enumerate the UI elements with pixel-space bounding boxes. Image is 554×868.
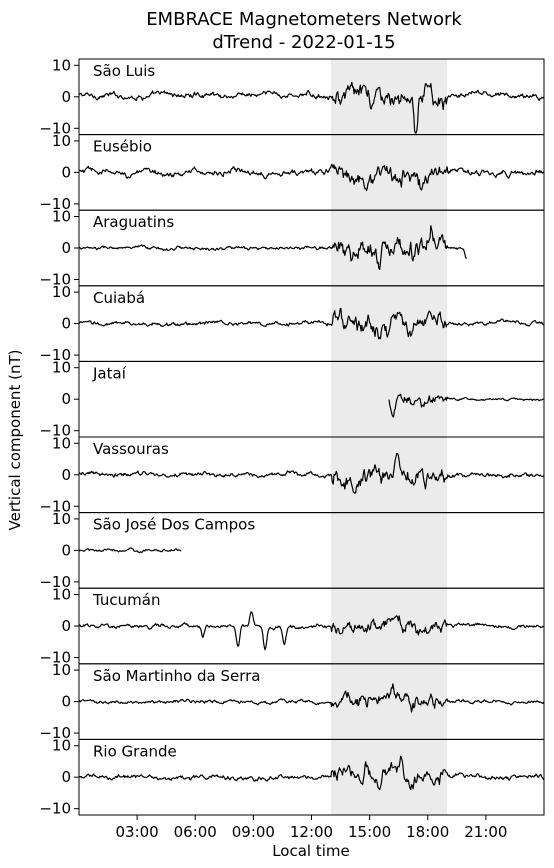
y-tick-label: 10 <box>52 132 71 150</box>
station-label: Vassouras <box>93 440 169 458</box>
y-tick-label: 0 <box>61 163 71 181</box>
y-tick-label: 0 <box>61 768 71 786</box>
y-tick-label: −10 <box>39 346 71 364</box>
y-tick-label: −10 <box>39 422 71 440</box>
y-tick-label: 10 <box>52 56 71 74</box>
series-line <box>78 452 545 494</box>
panel-7: 10 0 −10 São José Dos Campos <box>39 510 545 591</box>
panel-4: 10 0 −10 Cuiabá <box>39 283 545 364</box>
series-line <box>78 307 545 340</box>
station-label: Tucumán <box>92 591 160 609</box>
y-tick-label: 0 <box>61 541 71 559</box>
series-line <box>78 163 545 192</box>
series-line <box>78 755 545 791</box>
series-line <box>78 81 545 134</box>
y-tick-label: 0 <box>61 466 71 484</box>
station-label: São José Dos Campos <box>93 516 255 534</box>
y-tick-label: 10 <box>52 208 71 226</box>
panel-9: 10 0 −10 São Martinho da Serra <box>39 661 545 742</box>
y-tick-label: 0 <box>61 390 71 408</box>
y-tick-label: 10 <box>52 283 71 301</box>
station-label: Cuiabá <box>93 289 145 307</box>
y-tick-label: −10 <box>39 119 71 137</box>
y-tick-label: 0 <box>61 239 71 257</box>
x-tick-label: 12:00 <box>290 823 333 841</box>
panel-3: 10 0 −10 Araguatins <box>39 208 545 289</box>
y-tick-label: −10 <box>39 271 71 289</box>
y-tick-label: −10 <box>39 800 71 818</box>
y-tick-label: −10 <box>39 573 71 591</box>
series-line <box>78 683 545 713</box>
y-tick-label: −10 <box>39 649 71 667</box>
x-tick-label: 18:00 <box>406 823 449 841</box>
series-line <box>78 611 545 651</box>
panel-2: 10 0 −10 Eusébio <box>39 132 545 213</box>
y-tick-label: 0 <box>61 617 71 635</box>
panel-10: 10 0 −10 Rio Grande <box>39 737 545 818</box>
y-tick-label: 10 <box>52 737 71 755</box>
y-tick-label: −10 <box>39 195 71 213</box>
series-line <box>78 547 182 554</box>
x-tick-label: 09:00 <box>232 823 275 841</box>
chart-title: EMBRACE Magnetometers Network <box>146 9 462 30</box>
y-tick-label: 0 <box>61 315 71 333</box>
y-tick-label: 0 <box>61 88 71 106</box>
y-tick-label: 10 <box>52 586 71 604</box>
y-tick-label: 10 <box>52 661 71 679</box>
station-label: São Luis <box>93 62 155 80</box>
y-tick-label: 10 <box>52 510 71 528</box>
series-line <box>79 225 467 270</box>
station-label: Araguatins <box>93 213 174 231</box>
station-label: Jataí <box>92 364 127 382</box>
y-tick-label: −10 <box>39 497 71 515</box>
series-line <box>388 393 545 418</box>
panel-6: 10 0 −10 Vassouras <box>39 434 545 515</box>
station-label: Eusébio <box>93 138 152 156</box>
x-tick-label: 03:00 <box>116 823 159 841</box>
panel-5: 10 0 −10 Jataí <box>39 359 545 440</box>
x-tick-label: 15:00 <box>348 823 391 841</box>
y-axis-label: Vertical component (nT) <box>6 350 24 531</box>
panel-1: 10 0 −10 São Luis <box>39 56 545 137</box>
station-label: São Martinho da Serra <box>93 667 260 685</box>
x-axis-label: Local time <box>272 842 350 860</box>
x-tick-label: 06:00 <box>174 823 217 841</box>
y-tick-label: −10 <box>39 724 71 742</box>
panel-8: 10 0 −10 Tucumán <box>39 586 545 667</box>
y-tick-label: 0 <box>61 693 71 711</box>
y-tick-label: 10 <box>52 359 71 377</box>
chart-subtitle: dTrend - 2022-01-15 <box>212 32 395 53</box>
x-tick-label: 21:00 <box>464 823 507 841</box>
station-panels: 10 0 −10 São Luis 10 0 −10 Eusébio 10 0 −10 Araguat… <box>39 56 545 841</box>
station-label: Rio Grande <box>93 742 177 760</box>
y-tick-label: 10 <box>52 434 71 452</box>
